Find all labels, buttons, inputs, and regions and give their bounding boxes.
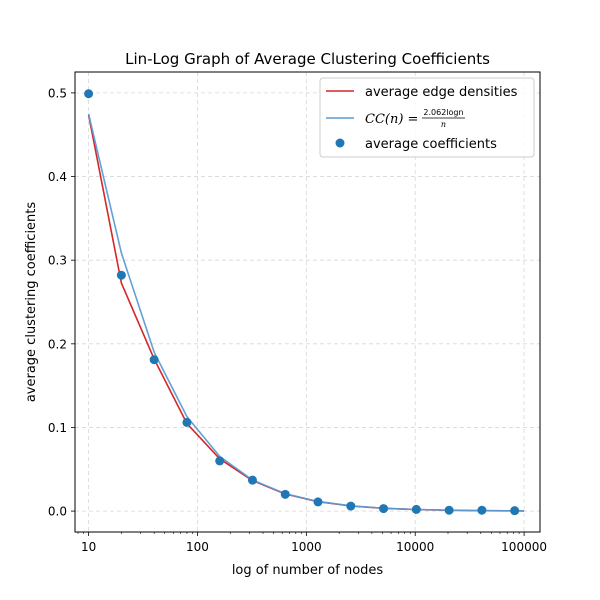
data-point xyxy=(116,270,126,280)
y-tick-label: 0.3 xyxy=(48,254,67,268)
y-tick-label: 0.1 xyxy=(48,421,67,435)
y-tick-label: 0.0 xyxy=(48,505,67,519)
chart-title: Lin-Log Graph of Average Clustering Coef… xyxy=(125,50,490,68)
x-tick-label: 100000 xyxy=(501,540,547,554)
x-tick-label: 100 xyxy=(186,540,209,554)
legend-formula-denominator: n xyxy=(441,120,446,129)
x-axis: 10 100 1000 10000 100000 xyxy=(77,532,547,554)
data-point xyxy=(477,505,487,515)
legend-formula-numerator: 2.062logn xyxy=(423,108,463,117)
data-point xyxy=(379,504,389,514)
y-tick-label: 0.5 xyxy=(48,86,67,100)
legend-label-edge-densities: average edge densities xyxy=(365,85,518,100)
data-point xyxy=(215,456,225,466)
x-tick-label: 10 xyxy=(81,540,96,554)
data-point xyxy=(313,497,323,507)
legend-formula-prefix: CC(n) = xyxy=(365,112,418,127)
y-tick-label: 0.4 xyxy=(48,170,67,184)
data-point xyxy=(510,506,520,516)
x-tick-label: 10000 xyxy=(396,540,434,554)
data-point xyxy=(280,489,290,499)
x-tick-label: 1000 xyxy=(291,540,322,554)
legend: average edge densities CC(n) = 2.062logn… xyxy=(319,77,535,158)
legend-label-cc-formula: CC(n) = 2.062logn n xyxy=(365,108,465,129)
legend-frame xyxy=(319,77,535,158)
data-point xyxy=(346,501,356,511)
data-point xyxy=(411,504,421,514)
y-tick-label: 0.2 xyxy=(48,337,67,351)
legend-swatch-coefficients xyxy=(335,138,345,148)
x-axis-label: log of number of nodes xyxy=(232,563,384,578)
data-point xyxy=(182,417,192,427)
plot-area-frame xyxy=(74,71,541,533)
data-point xyxy=(84,89,94,99)
series-layer xyxy=(84,89,525,516)
y-axis-label: average clustering coefficients xyxy=(24,202,39,403)
data-point xyxy=(149,355,159,365)
y-axis: 0.0 0.1 0.2 0.3 0.4 0.5 xyxy=(48,86,75,519)
data-point xyxy=(247,475,257,485)
legend-label-coefficients: average coefficients xyxy=(365,137,497,152)
data-point xyxy=(444,505,454,515)
